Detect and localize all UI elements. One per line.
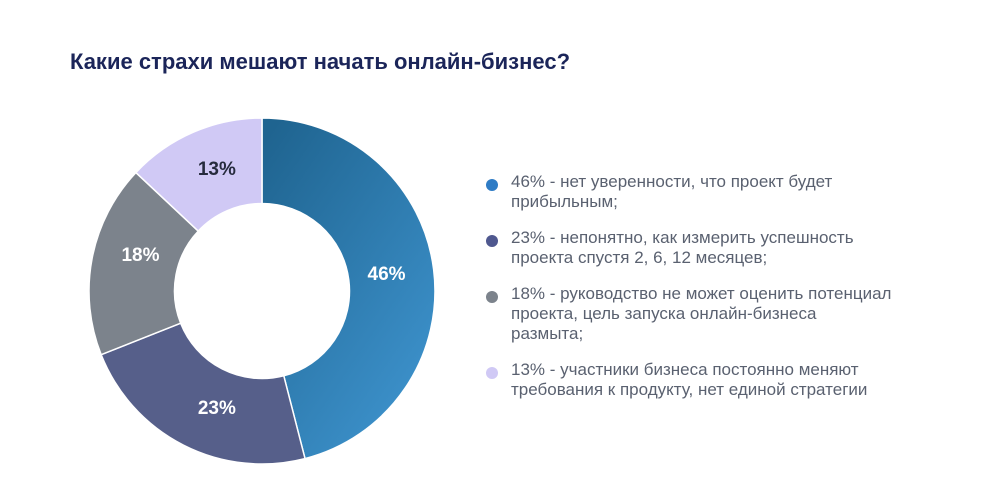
svg-text:23%: 23% [198, 398, 236, 419]
svg-text:18%: 18% [121, 245, 159, 266]
svg-text:46%: 46% [368, 264, 406, 285]
svg-text:13%: 13% [198, 159, 236, 180]
